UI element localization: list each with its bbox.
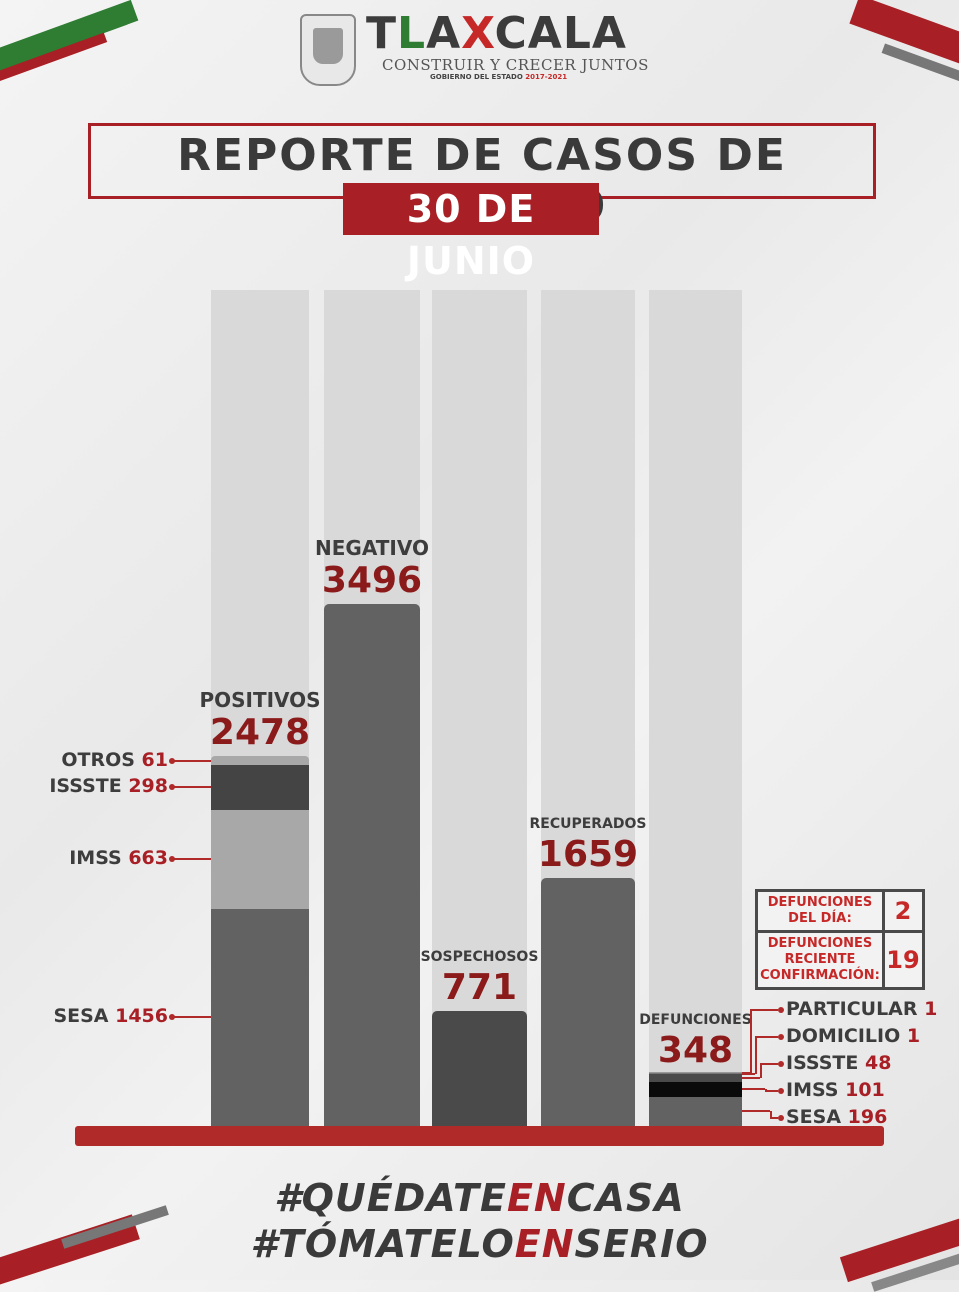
leader-dot-defunciones-sesa	[778, 1115, 784, 1121]
leader-line2-defunciones-domicilio	[755, 1036, 778, 1038]
bar-label-defunciones: DEFUNCIONES	[639, 1012, 752, 1029]
leader-line-defunciones-issste	[742, 1077, 760, 1080]
hashtag-tomatelo: #TÓMATELOENSERIO	[250, 1222, 709, 1266]
bar-value-defunciones: 348	[657, 1030, 734, 1072]
leader-vline-defunciones-sesa	[770, 1111, 772, 1118]
defunciones-reciente-label: DEFUNCIONES RECIENTE CONFIRMACIÓN:	[758, 933, 885, 987]
leader-line-positivos-imss	[172, 858, 211, 861]
leader-vline-defunciones-particular	[750, 1010, 752, 1073]
bar-value-recuperados: 1659	[537, 834, 639, 876]
hashtag-quedate: #QUÉDATEENCASA	[274, 1176, 685, 1220]
leader-line-positivos-issste	[172, 786, 211, 789]
bar-segment-defunciones-imss	[649, 1081, 742, 1097]
leader-vline-defunciones-domicilio	[755, 1037, 757, 1074]
leader-line2-defunciones-issste	[760, 1063, 778, 1065]
breakdown-label-defunciones-particular: PARTICULAR 1	[786, 998, 938, 1020]
bar-segment-defunciones-particular	[649, 1072, 742, 1074]
bar-label-sospechosos: SOSPECHOSOS	[420, 948, 539, 965]
bar-segment-defunciones-sesa	[649, 1096, 742, 1126]
leader-line-positivos-otros	[172, 759, 211, 762]
leader-line2-defunciones-particular	[750, 1009, 778, 1011]
logo-title: TLAXCALA	[366, 8, 627, 59]
leader-dot-defunciones-particular	[778, 1007, 784, 1013]
date-badge: 30 DE JUNIO	[343, 183, 599, 283]
coat-of-arms-icon	[300, 14, 356, 86]
bar-segment-defunciones-domicilio	[649, 1073, 742, 1075]
bar-recuperados	[541, 878, 635, 1126]
bar-value-positivos: 2478	[209, 712, 311, 754]
leader-dot-defunciones-imss	[778, 1088, 784, 1094]
defunciones-reciente-value: 19	[886, 946, 920, 974]
column-bg-sospechosos	[432, 290, 527, 1126]
bar-sospechosos	[432, 1010, 527, 1126]
chart-baseline	[75, 1126, 884, 1146]
leader-dot-positivos-sesa	[169, 1014, 175, 1021]
bar-segment-defunciones-issste	[649, 1074, 742, 1082]
leader-dot-positivos-otros	[169, 757, 175, 764]
leader-line2-defunciones-imss	[765, 1090, 778, 1092]
logo-subtitle: CONSTRUIR Y CRECER JUNTOS	[382, 56, 649, 74]
defunciones-del-dia-box: DEFUNCIONES DEL DÍA: 2	[755, 889, 925, 933]
leader-line-defunciones-domicilio	[742, 1072, 755, 1075]
leader-dot-positivos-issste	[169, 784, 175, 791]
leader-dot-defunciones-domicilio	[778, 1034, 784, 1040]
breakdown-label-defunciones-issste: ISSSTE 48	[786, 1052, 892, 1074]
defunciones-del-dia-label: DEFUNCIONES DEL DÍA:	[758, 892, 885, 930]
leader-line-positivos-sesa	[172, 1016, 211, 1019]
defunciones-reciente-box: DEFUNCIONES RECIENTE CONFIRMACIÓN: 19	[755, 930, 925, 990]
breakdown-label-defunciones-domicilio: DOMICILIO 1	[786, 1025, 921, 1047]
bar-segment-positivos-imss	[211, 809, 309, 909]
bar-label-recuperados: RECUPERADOS	[529, 816, 647, 833]
breakdown-label-positivos-imss: IMSS 663	[69, 847, 168, 870]
leader-line-defunciones-sesa	[742, 1110, 770, 1113]
leader-line2-defunciones-sesa	[770, 1117, 778, 1119]
bar-negativo	[324, 604, 420, 1126]
breakdown-label-defunciones-imss: IMSS 101	[786, 1079, 885, 1101]
breakdown-label-positivos-otros: OTROS 61	[61, 748, 168, 771]
breakdown-label-defunciones-sesa: SESA 196	[786, 1106, 888, 1128]
bar-value-sospechosos: 771	[441, 966, 518, 1008]
defunciones-del-dia-value: 2	[894, 897, 912, 925]
breakdown-label-positivos-sesa: SESA 1456	[53, 1005, 168, 1028]
leader-vline-defunciones-issste	[760, 1064, 762, 1079]
bar-value-negativo: 3496	[321, 560, 423, 602]
bar-label-positivos: POSITIVOS	[199, 688, 321, 713]
bar-label-negativo: NEGATIVO	[315, 536, 429, 561]
leader-line-defunciones-imss	[742, 1088, 765, 1091]
bar-segment-positivos-sesa	[211, 908, 309, 1126]
logo-government: GOBIERNO DEL ESTADO 2017-2021	[430, 73, 568, 81]
bar-segment-positivos-otros	[211, 756, 309, 766]
leader-dot-positivos-imss	[169, 856, 175, 863]
leader-dot-defunciones-issste	[778, 1061, 784, 1067]
bar-segment-positivos-issste	[211, 765, 309, 810]
breakdown-label-positivos-issste: ISSSTE 298	[49, 775, 168, 798]
column-bg-defunciones	[649, 290, 742, 1126]
